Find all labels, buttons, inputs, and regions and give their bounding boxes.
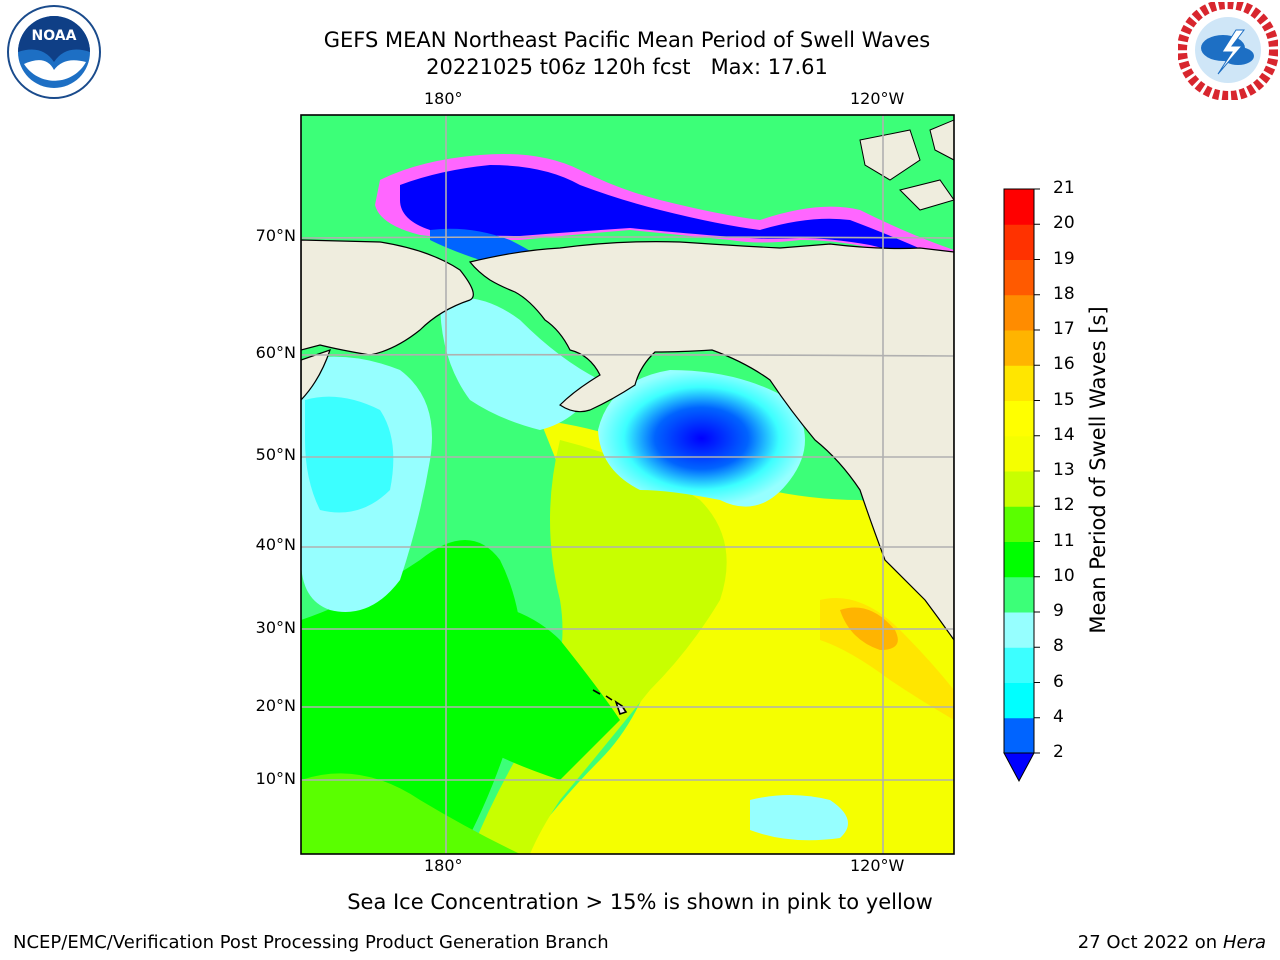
colorbar-segment xyxy=(1004,471,1034,507)
noaa-logo: NOAA xyxy=(7,5,101,99)
colorbar-tick-label: 8 xyxy=(1053,636,1064,657)
lat-label: 70°N xyxy=(255,226,296,245)
colorbar-tick-label: 4 xyxy=(1053,706,1064,727)
colorbar-tick-label: 12 xyxy=(1053,495,1075,516)
colorbar-segment xyxy=(1004,541,1034,578)
field-cyan-bering xyxy=(440,297,600,430)
lon-label-120w-bottom: 120°W xyxy=(850,856,905,875)
land-alaska-canada xyxy=(468,241,954,642)
colorbar-tick-label: 9 xyxy=(1053,601,1064,621)
colorbar-tick-label: 19 xyxy=(1053,248,1075,269)
lat-label: 60°N xyxy=(255,343,296,362)
colorbar-tick-label: 10 xyxy=(1053,565,1075,586)
lat-label: 30°N xyxy=(255,618,296,637)
colorbar-segment xyxy=(1004,400,1034,437)
lon-label-180-bottom: 180° xyxy=(424,856,463,875)
colorbar-segment xyxy=(1004,294,1034,331)
colorbar-tick-label: 2 xyxy=(1053,742,1064,762)
footer-credit: NCEP/EMC/Verification Post Processing Pr… xyxy=(13,932,609,953)
lon-label-180-top: 180° xyxy=(424,89,463,108)
map-frame xyxy=(300,114,955,855)
colorbar-segment xyxy=(1004,647,1034,683)
colorbar-label: Mean Period of Swell Waves [s] xyxy=(1086,306,1110,634)
colorbar-tick-label: 21 xyxy=(1053,178,1075,198)
colorbar-tick-label: 18 xyxy=(1053,283,1075,304)
field-green-mid xyxy=(328,600,620,780)
colorbar-tick-label: 20 xyxy=(1053,213,1075,234)
field-green-south xyxy=(301,773,520,854)
colorbar-segment xyxy=(1004,224,1034,260)
colorbar-segment xyxy=(1004,365,1034,401)
colorbar xyxy=(1003,188,1040,783)
lat-label: 20°N xyxy=(255,696,296,715)
colorbar-segment xyxy=(1004,576,1034,613)
svg-text:NOAA: NOAA xyxy=(32,28,77,44)
gridlines xyxy=(301,115,954,854)
colorbar-tick-label: 14 xyxy=(1053,424,1075,445)
lat-label: 50°N xyxy=(255,445,296,464)
colorbar-segment xyxy=(1004,682,1034,719)
field-gulf-gyre xyxy=(598,370,805,507)
lon-label-120w-top: 120°W xyxy=(850,89,905,108)
footer-machine: Hera xyxy=(1222,932,1266,953)
colorbar-tick-label: 16 xyxy=(1053,354,1075,375)
colorbar-under-triangle xyxy=(1003,752,1035,783)
nws-logo xyxy=(1178,2,1278,100)
field-cyan-south xyxy=(750,795,848,841)
footer-date: 27 Oct 2022 on Hera xyxy=(1077,932,1266,953)
colorbar-tick-label: 15 xyxy=(1053,389,1075,410)
colorbar-segment xyxy=(1004,259,1034,296)
colorbar-segment xyxy=(1004,717,1034,754)
colorbar-tick-label: 13 xyxy=(1053,460,1075,480)
sea-ice-note: Sea Ice Concentration > 15% is shown in … xyxy=(347,890,933,914)
lat-label: 40°N xyxy=(255,535,296,554)
colorbar-tick-label: 11 xyxy=(1053,530,1075,551)
colorbar-tick-label: 6 xyxy=(1053,671,1064,692)
lat-label: 10°N xyxy=(255,769,296,788)
chart-subtitle: 20221025 t06z 120h fcst Max: 17.61 xyxy=(426,55,828,79)
field-cyan-west-core xyxy=(305,396,394,513)
chart-title: GEFS MEAN Northeast Pacific Mean Period … xyxy=(323,28,931,52)
colorbar-segment xyxy=(1004,612,1034,648)
colorbar-segment xyxy=(1004,189,1034,225)
colorbar-segment xyxy=(1004,435,1034,472)
colorbar-segment xyxy=(1004,506,1034,542)
colorbar-tick-label: 17 xyxy=(1053,319,1075,339)
colorbar-segment xyxy=(1004,330,1034,366)
